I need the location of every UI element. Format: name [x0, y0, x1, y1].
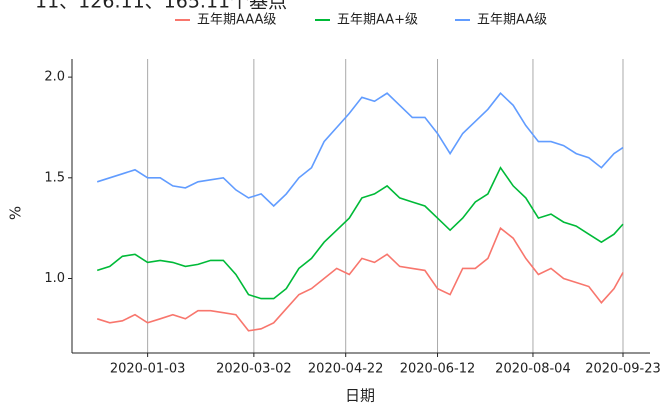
x-tick-label: 2020-09-23 — [585, 362, 661, 377]
y-tick-label: 1.5 — [44, 170, 65, 185]
x-tick-label: 2020-01-03 — [110, 362, 186, 377]
chart-title: 11、126.11、165.11个基点 — [35, 0, 287, 13]
series-line — [96, 92, 624, 208]
series-line — [96, 226, 624, 332]
legend-label: 五年期AA+级 — [337, 13, 418, 28]
x-tick-label: 2020-03-02 — [216, 362, 292, 377]
legend-label: 五年期AA级 — [477, 13, 547, 28]
x-tick-label: 2020-08-04 — [495, 362, 571, 377]
x-tick-label: 2020-06-12 — [400, 362, 476, 377]
y-axis-label: % — [7, 206, 25, 220]
y-tick-label: 1.0 — [44, 271, 65, 286]
legend-label: 五年期AAA级 — [197, 13, 276, 28]
y-tick-label: 2.0 — [44, 70, 65, 85]
series-line — [96, 166, 624, 300]
x-tick-label: 2020-04-22 — [308, 362, 384, 377]
x-axis-label: 日期 — [345, 387, 375, 405]
